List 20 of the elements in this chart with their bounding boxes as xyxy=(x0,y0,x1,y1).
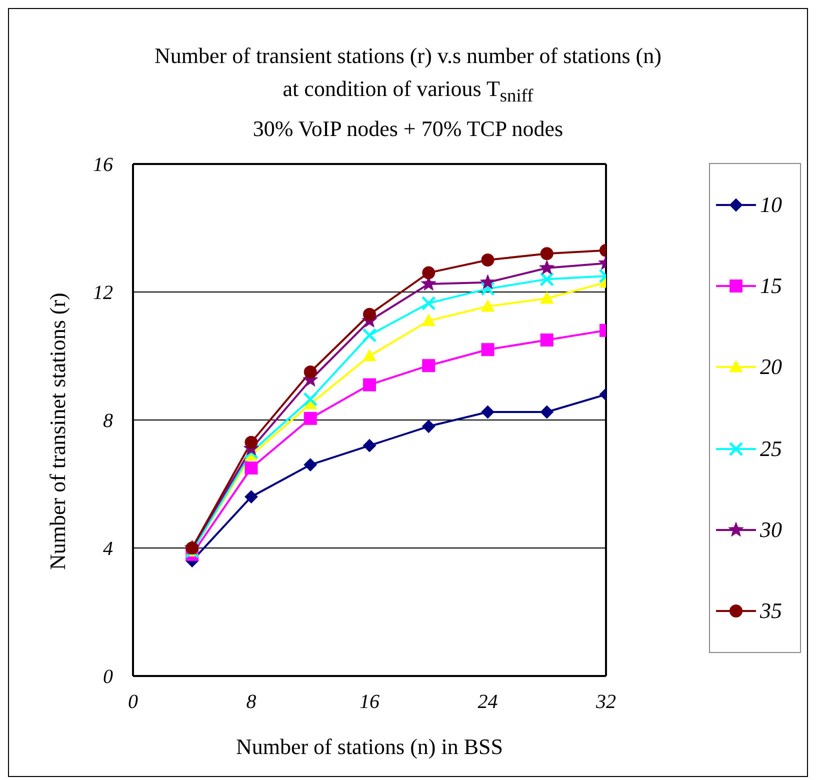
y-tick-label: 16 xyxy=(93,154,113,176)
legend-label: 25 xyxy=(760,436,782,462)
chart-subtitle: 30% VoIP nodes + 70% TCP nodes xyxy=(252,115,564,144)
legend-label: 10 xyxy=(760,192,782,218)
chart-title: Number of transient stations (r) v.s number of stations (n) at condition of various T$_{sniff}$ xyxy=(154,42,662,108)
legend-label: 15 xyxy=(760,272,782,299)
legend-label: 35 xyxy=(760,598,782,624)
y-axis-title: Number of transinet stations (r) xyxy=(44,292,70,570)
x-axis-title: Number of stations (n) in BSS xyxy=(236,734,504,759)
y-tick-label: 12 xyxy=(93,282,113,304)
x-tick-label: 8 xyxy=(246,691,256,714)
y-tick-label: 0 xyxy=(103,666,113,688)
legend-label: 20 xyxy=(760,354,782,380)
legend-label: 30 xyxy=(760,516,782,543)
y-tick-label: 4 xyxy=(103,538,113,560)
x-tick-label: 32 xyxy=(595,691,616,714)
y-tick-label: 8 xyxy=(103,410,113,432)
x-tick-label: 16 xyxy=(360,691,380,714)
x-tick-label: 24 xyxy=(478,691,498,714)
x-tick-label: 0 xyxy=(128,691,138,714)
